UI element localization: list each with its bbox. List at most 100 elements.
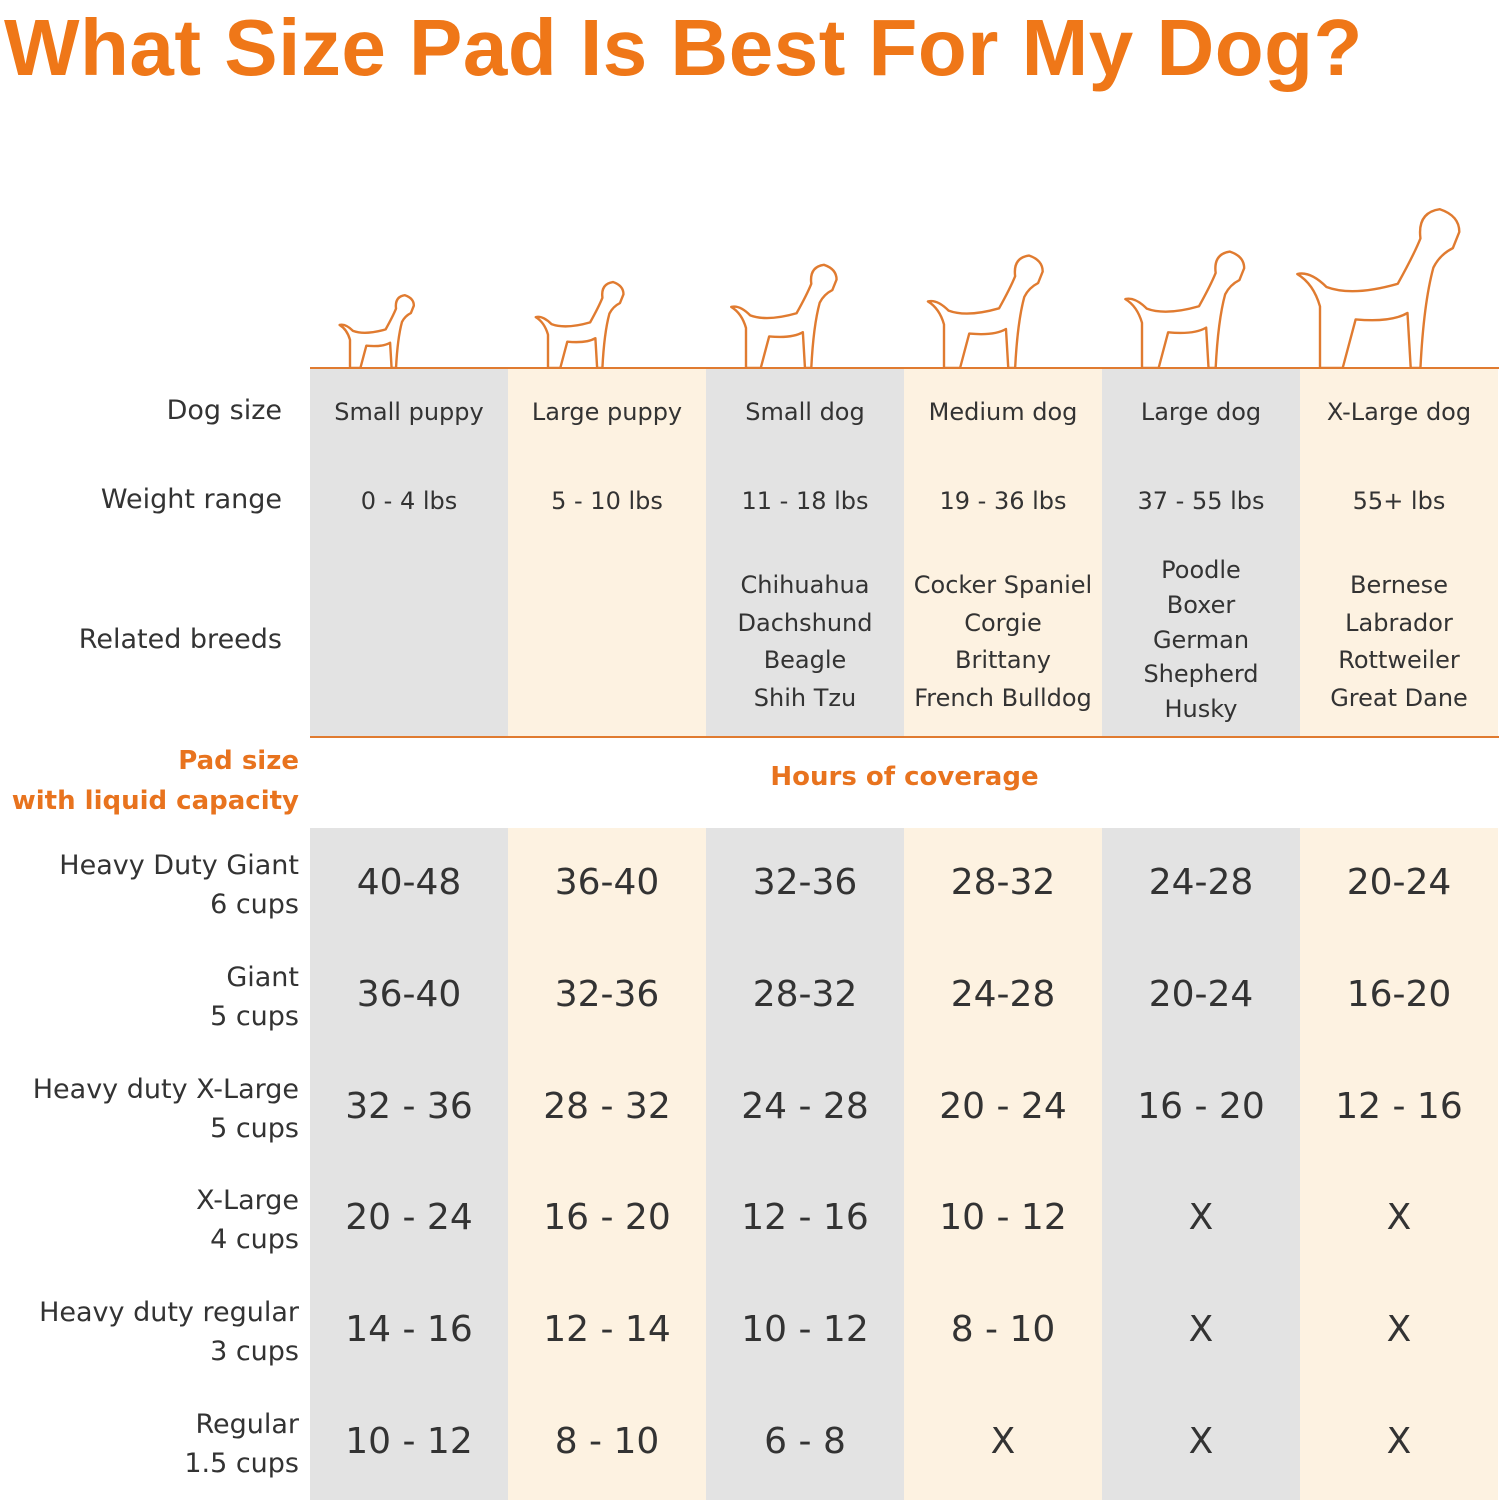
hours-value: 20 - 24 — [939, 1085, 1067, 1127]
hours-value: 24-28 — [950, 973, 1056, 1015]
breed-name: German Shepherd — [1143, 626, 1259, 688]
medium-dog-icon — [926, 254, 1044, 370]
pad-name: Heavy duty regular — [39, 1297, 299, 1329]
column-background — [508, 828, 706, 1500]
small-dog-icon — [730, 263, 838, 370]
hours-value: 28-32 — [752, 973, 858, 1015]
hours-value: 32-36 — [752, 862, 858, 903]
hours-value: 28-32 — [950, 862, 1056, 903]
large-puppy-icon — [534, 280, 625, 370]
hours-value: 20-24 — [1346, 862, 1452, 903]
pad-capacity: 5 cups — [210, 1000, 299, 1032]
breed-name: Rottweiler — [1338, 646, 1460, 674]
column-background — [1300, 828, 1498, 1500]
dog-size-illustrations — [338, 208, 1461, 370]
hours-value: X — [990, 1421, 1016, 1462]
column-background — [508, 369, 706, 737]
column-background — [310, 369, 508, 737]
dog-size-label: Small dog — [745, 398, 865, 426]
pad-size-subheading: with liquid capacity — [11, 786, 299, 816]
hours-value: 14 - 16 — [345, 1309, 473, 1351]
hours-value: 24-28 — [1148, 862, 1254, 903]
breed-name: Corgie — [964, 608, 1042, 637]
weight-range: 5 - 10 lbs — [551, 487, 663, 515]
hours-value: 8 - 10 — [950, 1309, 1056, 1351]
dog-size-label: Small puppy — [334, 398, 484, 426]
hours-value: 12 - 16 — [1335, 1085, 1463, 1127]
breed-name: Labrador — [1345, 608, 1453, 637]
breed-name: Cocker Spaniel — [913, 571, 1093, 599]
breed-name: Poodle — [1161, 556, 1241, 584]
hours-value: 32 - 36 — [345, 1085, 473, 1127]
page-title: What Size Pad Is Best For My Dog? — [4, 3, 1363, 92]
breed-name: Dachshund — [737, 608, 873, 637]
column-background — [904, 828, 1102, 1500]
hours-value: X — [1188, 1421, 1214, 1462]
pad-name: Regular — [195, 1409, 299, 1440]
large-dog-icon — [1124, 250, 1246, 370]
column-background — [1300, 369, 1498, 737]
weight-range: 0 - 4 lbs — [360, 487, 458, 515]
pad-capacity: 3 cups — [210, 1336, 299, 1368]
hours-value: X — [1188, 1309, 1214, 1351]
xlarge-dog-icon — [1296, 208, 1461, 370]
row-label-dog-size: Dog size — [166, 395, 282, 426]
breed-name: Chihuahua — [740, 571, 870, 599]
dog-size-label: Large puppy — [531, 398, 683, 426]
pad-name: X-Large — [196, 1185, 299, 1217]
breed-name: French Bulldog — [914, 683, 1092, 712]
breed-name: Beagle — [763, 646, 847, 674]
weight-range: 19 - 36 lbs — [939, 487, 1067, 515]
pad-capacity: 1.5 cups — [184, 1448, 299, 1479]
hours-value: 36-40 — [554, 862, 660, 903]
column-background — [1102, 828, 1300, 1500]
hours-value: 40-48 — [356, 862, 462, 903]
breed-name: Bernese — [1350, 571, 1448, 599]
dog-size-label: Medium dog — [928, 398, 1078, 426]
hours-value: 12 - 16 — [741, 1197, 869, 1239]
hours-value: X — [1386, 1309, 1412, 1351]
column-background — [310, 828, 508, 1500]
hours-value: 20-24 — [1148, 973, 1254, 1015]
hours-of-coverage-heading: Hours of coverage — [770, 762, 1039, 792]
pad-capacity: 4 cups — [210, 1224, 299, 1256]
pad-name: Heavy Duty Giant — [59, 850, 299, 881]
hours-value: 10 - 12 — [345, 1421, 473, 1462]
weight-range: 37 - 55 lbs — [1137, 487, 1265, 515]
weight-range: 11 - 18 lbs — [741, 487, 869, 515]
column-background — [706, 369, 904, 737]
hours-value: 10 - 12 — [939, 1197, 1067, 1239]
hours-value: X — [1386, 1197, 1412, 1239]
hours-value: 12 - 14 — [543, 1309, 671, 1351]
divider-line — [310, 367, 1499, 369]
pad-size-heading: Pad size — [178, 746, 299, 776]
hours-value: X — [1188, 1197, 1214, 1239]
breed-name: Boxer — [1166, 591, 1236, 619]
hours-value: 10 - 12 — [741, 1309, 869, 1351]
pad-name: Giant — [226, 961, 299, 993]
breed-name: Brittany — [955, 646, 1051, 674]
breed-name: Husky — [1164, 695, 1238, 723]
breed-name: Great Dane — [1330, 683, 1468, 712]
hours-value: 16 - 20 — [1137, 1085, 1265, 1127]
hours-value: 8 - 10 — [554, 1421, 660, 1462]
column-background — [904, 369, 1102, 737]
hours-value: 16 - 20 — [543, 1197, 671, 1239]
dog-size-label: X-Large dog — [1326, 398, 1472, 426]
column-background — [1102, 369, 1300, 737]
hours-value: X — [1386, 1421, 1412, 1462]
hours-value: 36-40 — [356, 973, 462, 1015]
small-puppy-icon — [338, 294, 416, 370]
pad-name: Heavy duty X-Large — [32, 1073, 299, 1105]
divider-line — [310, 736, 1499, 738]
weight-range: 55+ lbs — [1352, 487, 1446, 515]
pad-capacity: 6 cups — [210, 889, 299, 920]
pad-capacity: 5 cups — [210, 1112, 299, 1144]
row-label-related-breeds: Related breeds — [78, 624, 282, 655]
hours-value: 24 - 28 — [741, 1085, 869, 1127]
dog-size-label: Large dog — [1140, 398, 1262, 426]
column-background — [706, 828, 904, 1500]
hours-value: 28 - 32 — [543, 1085, 671, 1127]
hours-value: 16-20 — [1346, 973, 1452, 1015]
row-label-weight-range: Weight range — [100, 484, 282, 515]
